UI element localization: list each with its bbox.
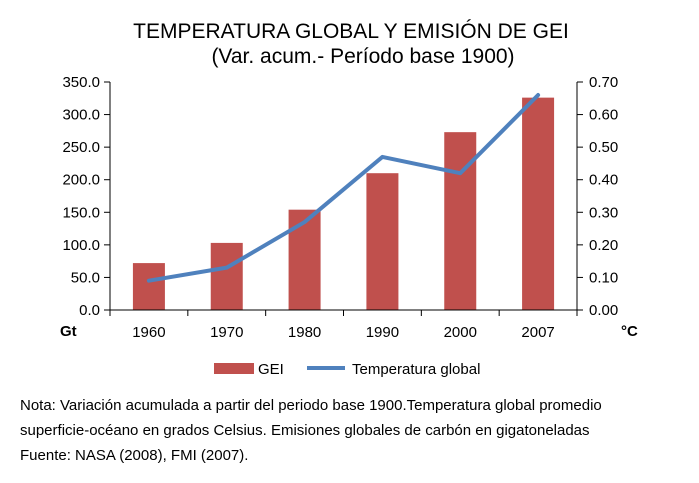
y-left-unit: Gt [60,323,77,340]
bar-gei-2000 [444,132,477,310]
y-left-tick-label: 150.0 [62,204,100,221]
legend-swatch-gei [214,363,254,374]
x-tick-label: 1970 [210,324,243,341]
x-tick-label: 1990 [366,324,399,341]
y-left-tick-label: 100.0 [62,237,100,254]
y-left-tick-label: 300.0 [62,107,100,124]
y-right-tick-label: 0.10 [589,269,618,286]
chart: TEMPERATURA GLOBAL Y EMISIÓN DE GEI (Var… [60,20,638,378]
legend-label-temperatura: Temperatura global [352,361,480,378]
source-line: Fuente: NASA (2008), FMI (2007). [20,447,249,464]
note-line-1: Nota: Variación acumulada a partir del p… [20,397,602,414]
bar-gei-2007 [522,97,555,311]
y-left-tick-label: 200.0 [62,172,100,189]
y-right-tick-label: 0.60 [589,107,618,124]
y-right-tick-label: 0.70 [589,74,618,91]
notes: Nota: Variación acumulada a partir del p… [20,393,690,468]
y-left-tick-label: 50.0 [71,269,100,286]
y-right-tick-label: 0.40 [589,172,618,189]
line-temperatura-global [146,93,541,283]
y-right-tick-label: 0.30 [589,204,618,221]
x-tick-label: 2000 [444,324,477,341]
y-right-tick-label: 0.20 [589,237,618,254]
x-tick-label: 2007 [521,324,554,341]
bar-gei-1980 [288,209,321,310]
bar-gei-1990 [366,173,399,310]
legend: GEI Temperatura global [214,361,480,378]
x-tick-label: 1980 [288,324,321,341]
chart-subtitle: (Var. acum.- Período base 1900) [211,45,514,68]
y-left-tick-label: 350.0 [62,74,100,91]
y-left-tick-label: 250.0 [62,139,100,156]
bar-gei-1970 [210,242,243,310]
y-right-tick-label: 0.00 [589,302,618,319]
note-line-2: superficie-océano en grados Celsius. Emi… [20,422,590,439]
bar-gei-1960 [132,263,165,310]
y-right-unit: °C [621,323,638,340]
y-left-tick-label: 0.0 [79,302,100,319]
legend-label-gei: GEI [258,361,284,378]
chart-title: TEMPERATURA GLOBAL Y EMISIÓN DE GEI [133,20,569,43]
x-tick-label: 1960 [132,324,165,341]
y-right-tick-label: 0.50 [589,139,618,156]
